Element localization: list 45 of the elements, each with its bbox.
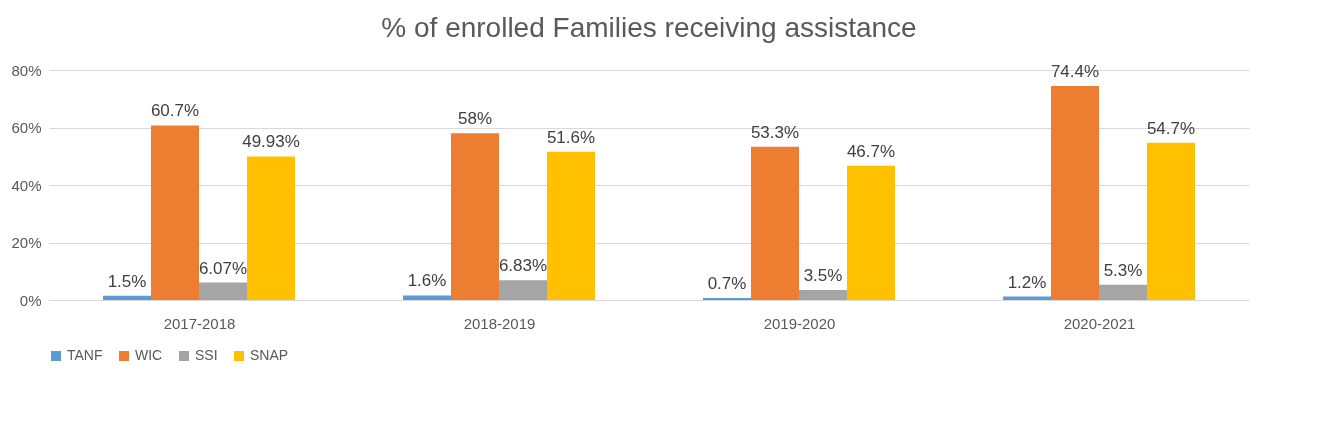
bar bbox=[403, 295, 451, 300]
y-tick-label: 60% bbox=[11, 119, 42, 136]
bar bbox=[1051, 86, 1099, 300]
data-label: 1.5% bbox=[107, 271, 147, 291]
data-label: 1.2% bbox=[1007, 272, 1047, 292]
data-label: 51.6% bbox=[546, 127, 596, 147]
bar bbox=[751, 146, 799, 300]
data-label: 5.3% bbox=[1103, 260, 1143, 280]
y-tick-label: 40% bbox=[11, 176, 42, 194]
legend-label: TANF bbox=[67, 347, 103, 363]
data-label: 74.4% bbox=[1050, 62, 1100, 82]
legend-label: WIC bbox=[135, 347, 163, 363]
data-label: 49.93% bbox=[242, 132, 300, 152]
x-tick-label: 2018-2019 bbox=[463, 314, 536, 332]
x-tick-label: 2017-2018 bbox=[163, 314, 236, 332]
bar bbox=[151, 125, 199, 300]
bar bbox=[799, 289, 847, 300]
y-tick-label: 20% bbox=[11, 234, 42, 251]
legend-label: SSI bbox=[195, 347, 218, 363]
bar bbox=[247, 156, 295, 300]
legend-label: SNAP bbox=[250, 347, 289, 363]
bar bbox=[499, 280, 547, 300]
data-label: 58% bbox=[457, 109, 493, 129]
bar bbox=[199, 282, 247, 300]
chart-title: % of enrolled Families receiving assistance bbox=[381, 12, 917, 43]
data-label: 6.07% bbox=[198, 258, 248, 278]
x-tick-label: 2019-2020 bbox=[763, 314, 836, 332]
data-label: 3.5% bbox=[803, 265, 843, 285]
bar bbox=[451, 133, 499, 300]
data-label: 1.6% bbox=[407, 271, 447, 291]
x-tick-label: 2020-2021 bbox=[1063, 314, 1136, 332]
data-label: 6.83% bbox=[498, 256, 548, 276]
bar bbox=[1147, 142, 1195, 300]
bar bbox=[1099, 284, 1147, 300]
data-label: 54.7% bbox=[1146, 118, 1196, 138]
bar bbox=[103, 295, 151, 300]
data-label: 0.7% bbox=[707, 273, 747, 293]
data-label: 46.7% bbox=[846, 141, 896, 161]
bar bbox=[847, 165, 895, 300]
bar bbox=[703, 297, 751, 300]
data-label: 53.3% bbox=[750, 122, 800, 142]
data-label: 60.7% bbox=[150, 101, 200, 121]
y-tick-label: 80% bbox=[11, 61, 42, 79]
bar bbox=[547, 151, 595, 300]
y-tick-label: 0% bbox=[19, 291, 42, 309]
